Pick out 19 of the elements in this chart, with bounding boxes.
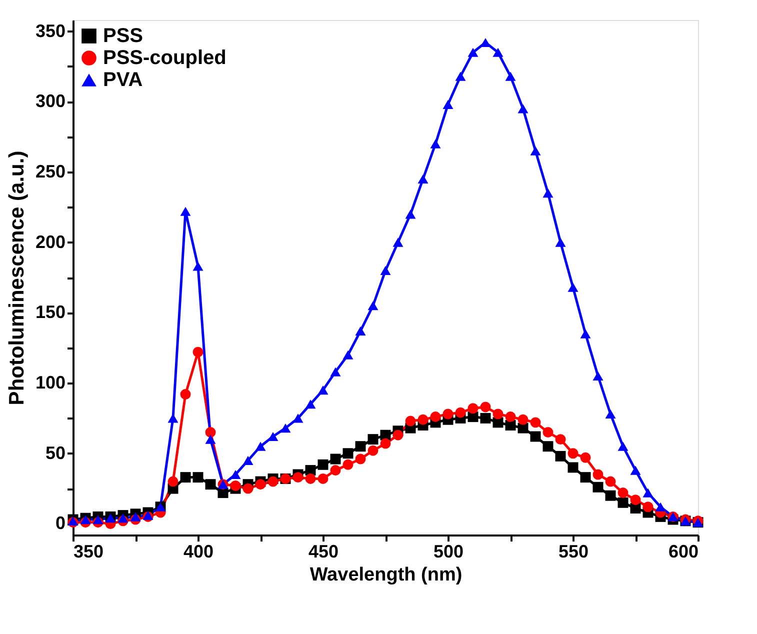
x-tick-label: 500 [433,542,464,562]
legend-label: PSS [103,25,144,47]
y-tick-label: 250 [35,161,66,182]
y-tick-label: 0 [55,513,66,534]
y-tick-label: 200 [35,232,66,252]
x-tick-label: 600 [668,542,698,562]
x-tick-label: 550 [558,542,589,562]
x-tick-label: 400 [183,542,214,562]
y-tick-label: 300 [35,91,66,112]
y-tick-label: 350 [35,20,66,41]
y-axis-title: Photoluminescence (a.u.) [5,150,28,406]
y-tick-label: 50 [45,442,66,463]
y-tick-label: 150 [35,302,66,322]
legend-label: PSS-coupled [103,47,226,69]
x-tick-label: 350 [74,542,104,562]
x-axis-title: Wavelength (nm) [310,564,462,586]
y-tick-label: 100 [35,372,66,393]
legend-label: PVA [103,69,143,91]
x-tick-label: 450 [308,542,339,562]
